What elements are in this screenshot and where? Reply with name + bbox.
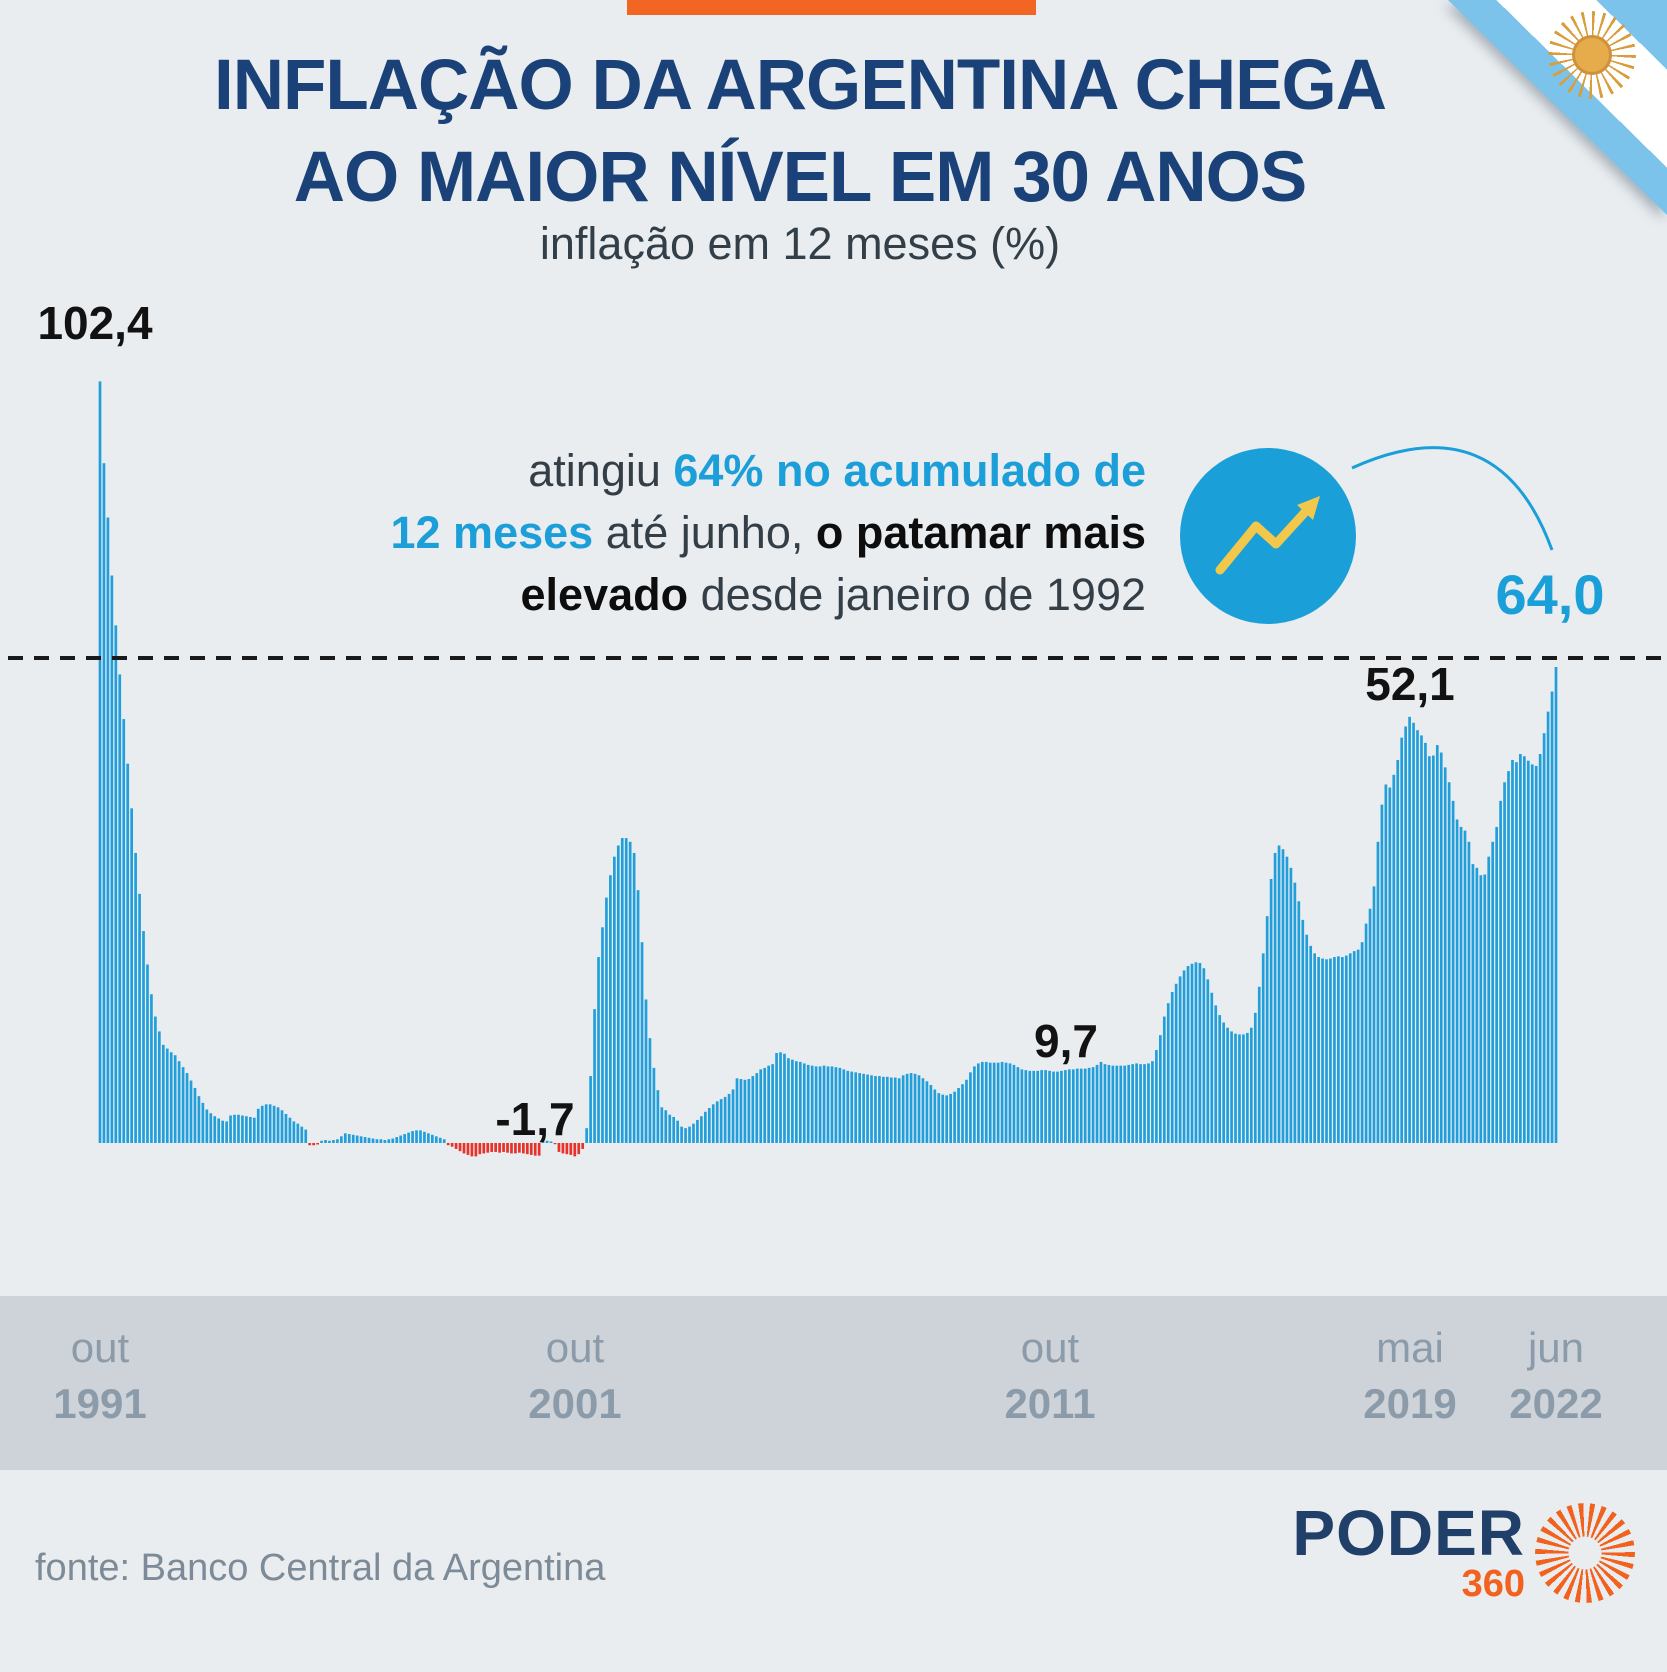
- source-note: fonte: Banco Central da Argentina: [35, 1547, 606, 1589]
- poder360-sunburst-icon: [1535, 1503, 1635, 1603]
- sun-of-may-disc: [1572, 35, 1612, 75]
- x-tick-out-2011: out 2011: [1004, 1324, 1096, 1427]
- trend-up-arrow-icon: [1215, 496, 1320, 575]
- annotation-2011: 9,7: [1034, 1015, 1098, 1067]
- annotation-peak-1991: 102,4: [37, 297, 153, 349]
- page-title-line1: INFLAÇÃO DA ARGENTINA CHEGA: [213, 46, 1387, 125]
- logo-wordmark: PODER: [1292, 1497, 1525, 1569]
- annotation-peak-2019: 52,1: [1365, 658, 1455, 710]
- logo-360: 360: [1461, 1563, 1525, 1605]
- annotation-current-64: 64,0: [1495, 563, 1605, 626]
- chart-subtitle: inflação em 12 meses (%): [539, 218, 1061, 269]
- callout-line1: atingiu 64% no acumulado de: [528, 445, 1146, 496]
- argentina-flag: [1448, 0, 1667, 215]
- trend-circle-badge: [1180, 448, 1356, 624]
- top-accent-bar: [627, 0, 1036, 15]
- x-tick-jun-2022: jun 2022: [1509, 1324, 1603, 1427]
- bars-layer: [98, 381, 1558, 1157]
- page-title-line2: AO MAIOR NÍVEL EM 30 ANOS: [293, 138, 1308, 217]
- callout-line2: 12 meses até junho, o patamar mais: [390, 507, 1147, 558]
- annotation-min-2001: -1,7: [495, 1093, 575, 1145]
- x-axis-band: [0, 1296, 1667, 1470]
- x-tick-mai-2019: mai 2019: [1363, 1324, 1457, 1427]
- callout-text: atingiu 64% no acumulado de 12 meses até…: [346, 440, 1147, 626]
- callout-line3: elevado desde janeiro de 1992: [520, 569, 1146, 620]
- callout-connector-curve: [1351, 446, 1554, 551]
- x-tick-out-2001: out 2001: [528, 1324, 622, 1427]
- x-tick-out-1991: out 1991: [53, 1324, 147, 1427]
- poder360-logo: PODER 360: [1292, 1497, 1635, 1605]
